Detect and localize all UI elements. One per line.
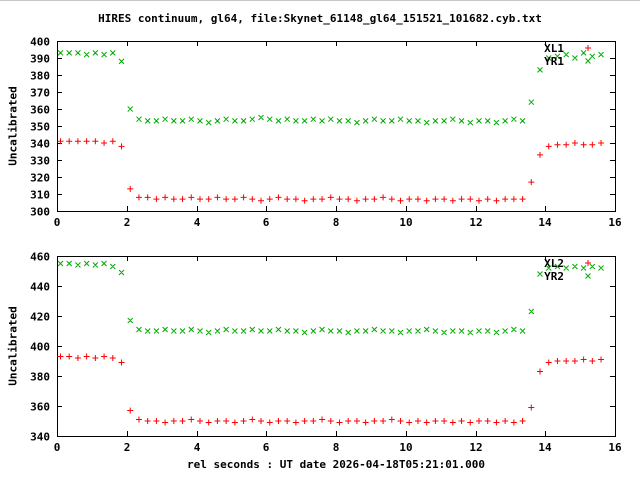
x-tick-label: 6 [263,216,270,229]
y-tick-label: 400 [30,36,50,49]
plot-border [57,41,616,212]
x-tick-label: 8 [333,216,340,229]
x-tick-label: 4 [194,441,201,454]
y-tick-label: 390 [30,53,50,66]
y-tick-label: 350 [30,121,50,134]
x-tick-label: 14 [538,441,552,454]
y-tick-label: 440 [30,281,50,294]
x-tick-label: 2 [124,216,131,229]
x-tick-label: 16 [608,441,622,454]
x-tick-label: 4 [194,216,201,229]
y-tick-label: 400 [30,341,50,354]
x-tick-label: 0 [54,216,61,229]
x-tick-label: 0 [54,441,61,454]
series-points-XL1 [57,138,605,204]
y-tick-label: 380 [30,371,50,384]
y-tick-label: 360 [30,401,50,414]
y-tick-label: 340 [30,138,50,151]
y-tick-label: 310 [30,189,50,202]
legend-marker-YR1 [585,58,591,64]
series-points-XL2 [57,353,605,426]
x-tick-label: 12 [469,441,482,454]
y-tick-label: 330 [30,155,50,168]
x-tick-label: 12 [469,216,482,229]
legend-label-YR1: YR1 [544,55,564,68]
legend-marker-XL2 [585,260,591,266]
y-tick-label: 320 [30,172,50,185]
legend-label-XL1: XL1 [544,42,564,55]
x-tick-label: 10 [399,441,412,454]
y-tick-label: 300 [30,206,50,219]
x-axis-label: rel seconds : UT date 2026-04-18T05:21:0… [186,458,485,471]
chart-title: HIRES continuum, gl64, file:Skynet_61148… [98,12,542,25]
y-tick-label: 360 [30,104,50,117]
x-tick-label: 16 [608,216,622,229]
x-tick-label: 10 [399,216,412,229]
series-points-YR1 [57,50,604,126]
x-tick-label: 2 [124,441,131,454]
legend-label-XL2: XL2 [544,257,564,270]
y-tick-label: 420 [30,311,50,324]
y-tick-label: 340 [30,431,50,444]
legend-marker-YR2 [585,273,591,279]
y-tick-label: 380 [30,70,50,83]
y-tick-label: 460 [30,251,50,264]
x-tick-label: 8 [333,441,340,454]
legend-marker-XL1 [585,45,591,51]
y-tick-label: 370 [30,87,50,100]
x-tick-label: 14 [538,216,552,229]
legend-label-YR2: YR2 [544,270,564,283]
x-tick-label: 6 [263,441,270,454]
series-points-YR2 [57,260,604,336]
